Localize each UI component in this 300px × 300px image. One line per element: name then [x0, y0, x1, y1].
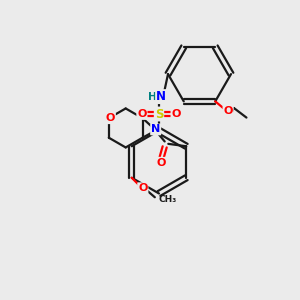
- Text: H: H: [148, 92, 157, 102]
- Text: O: O: [171, 109, 181, 119]
- Text: O: O: [157, 158, 166, 168]
- Text: O: O: [224, 106, 233, 116]
- Text: CH₃: CH₃: [159, 195, 177, 204]
- Text: N: N: [151, 124, 160, 134]
- Text: O: O: [138, 183, 148, 193]
- Text: O: O: [106, 113, 115, 123]
- Text: O: O: [137, 109, 147, 119]
- Text: N: N: [156, 90, 166, 103]
- Text: S: S: [155, 107, 163, 121]
